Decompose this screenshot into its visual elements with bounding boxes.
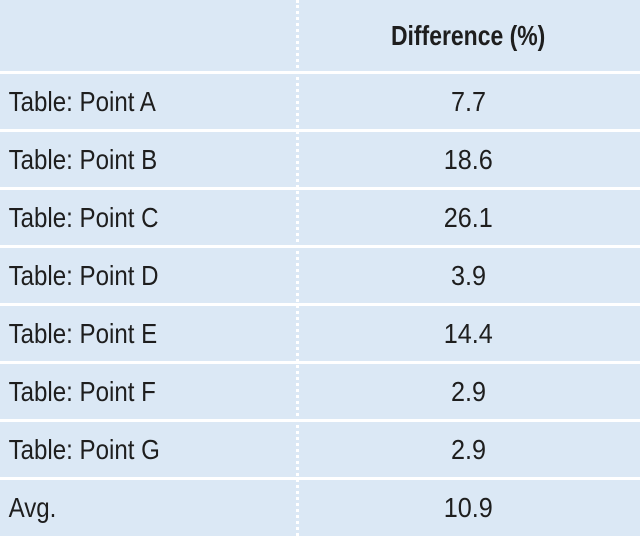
header-difference-label: Difference (%) — [390, 20, 546, 51]
row-value-cell: 3.9 — [296, 260, 640, 292]
row-label: Table: Point A — [8, 85, 156, 117]
row-label: Table: Point G — [8, 433, 160, 465]
row-value-cell: 2.9 — [296, 434, 640, 466]
row-value: 18.6 — [443, 143, 493, 175]
row-divider — [0, 187, 640, 190]
table-header-row: Difference (%) — [0, 0, 640, 72]
table-row: Table: Point G 2.9 — [0, 422, 640, 477]
row-divider — [0, 71, 640, 74]
row-label: Table: Point C — [8, 201, 159, 233]
row-divider — [0, 419, 640, 422]
table-row: Table: Point B 18.6 — [0, 132, 640, 187]
table-row: Table: Point C 26.1 — [0, 190, 640, 245]
row-value-cell: 7.7 — [296, 86, 640, 118]
table-row: Table: Point D 3.9 — [0, 248, 640, 303]
row-divider — [0, 129, 640, 132]
row-value: 2.9 — [450, 433, 486, 465]
row-value: 2.9 — [450, 375, 486, 407]
average-value-cell: 10.9 — [296, 492, 640, 524]
row-value: 14.4 — [443, 317, 493, 349]
table-row: Table: Point E 14.4 — [0, 306, 640, 361]
header-value-cell: Difference (%) — [296, 20, 640, 52]
row-value-cell: 14.4 — [296, 318, 640, 350]
row-value: 26.1 — [443, 201, 493, 233]
row-value-cell: 26.1 — [296, 202, 640, 234]
row-value: 3.9 — [450, 259, 486, 291]
row-divider — [0, 477, 640, 480]
table-row: Table: Point A 7.7 — [0, 74, 640, 129]
row-divider — [0, 303, 640, 306]
row-label: Table: Point B — [8, 143, 158, 175]
column-divider — [296, 0, 299, 536]
row-divider — [0, 361, 640, 364]
average-label: Avg. — [8, 491, 57, 523]
row-divider — [0, 245, 640, 248]
row-value: 7.7 — [450, 85, 486, 117]
row-label: Table: Point E — [8, 317, 158, 349]
row-label: Table: Point F — [8, 375, 156, 407]
table-row: Table: Point F 2.9 — [0, 364, 640, 419]
row-value-cell: 18.6 — [296, 144, 640, 176]
row-value-cell: 2.9 — [296, 376, 640, 408]
average-value: 10.9 — [443, 491, 493, 523]
table-row-average: Avg. 10.9 — [0, 480, 640, 535]
row-label: Table: Point D — [8, 259, 159, 291]
